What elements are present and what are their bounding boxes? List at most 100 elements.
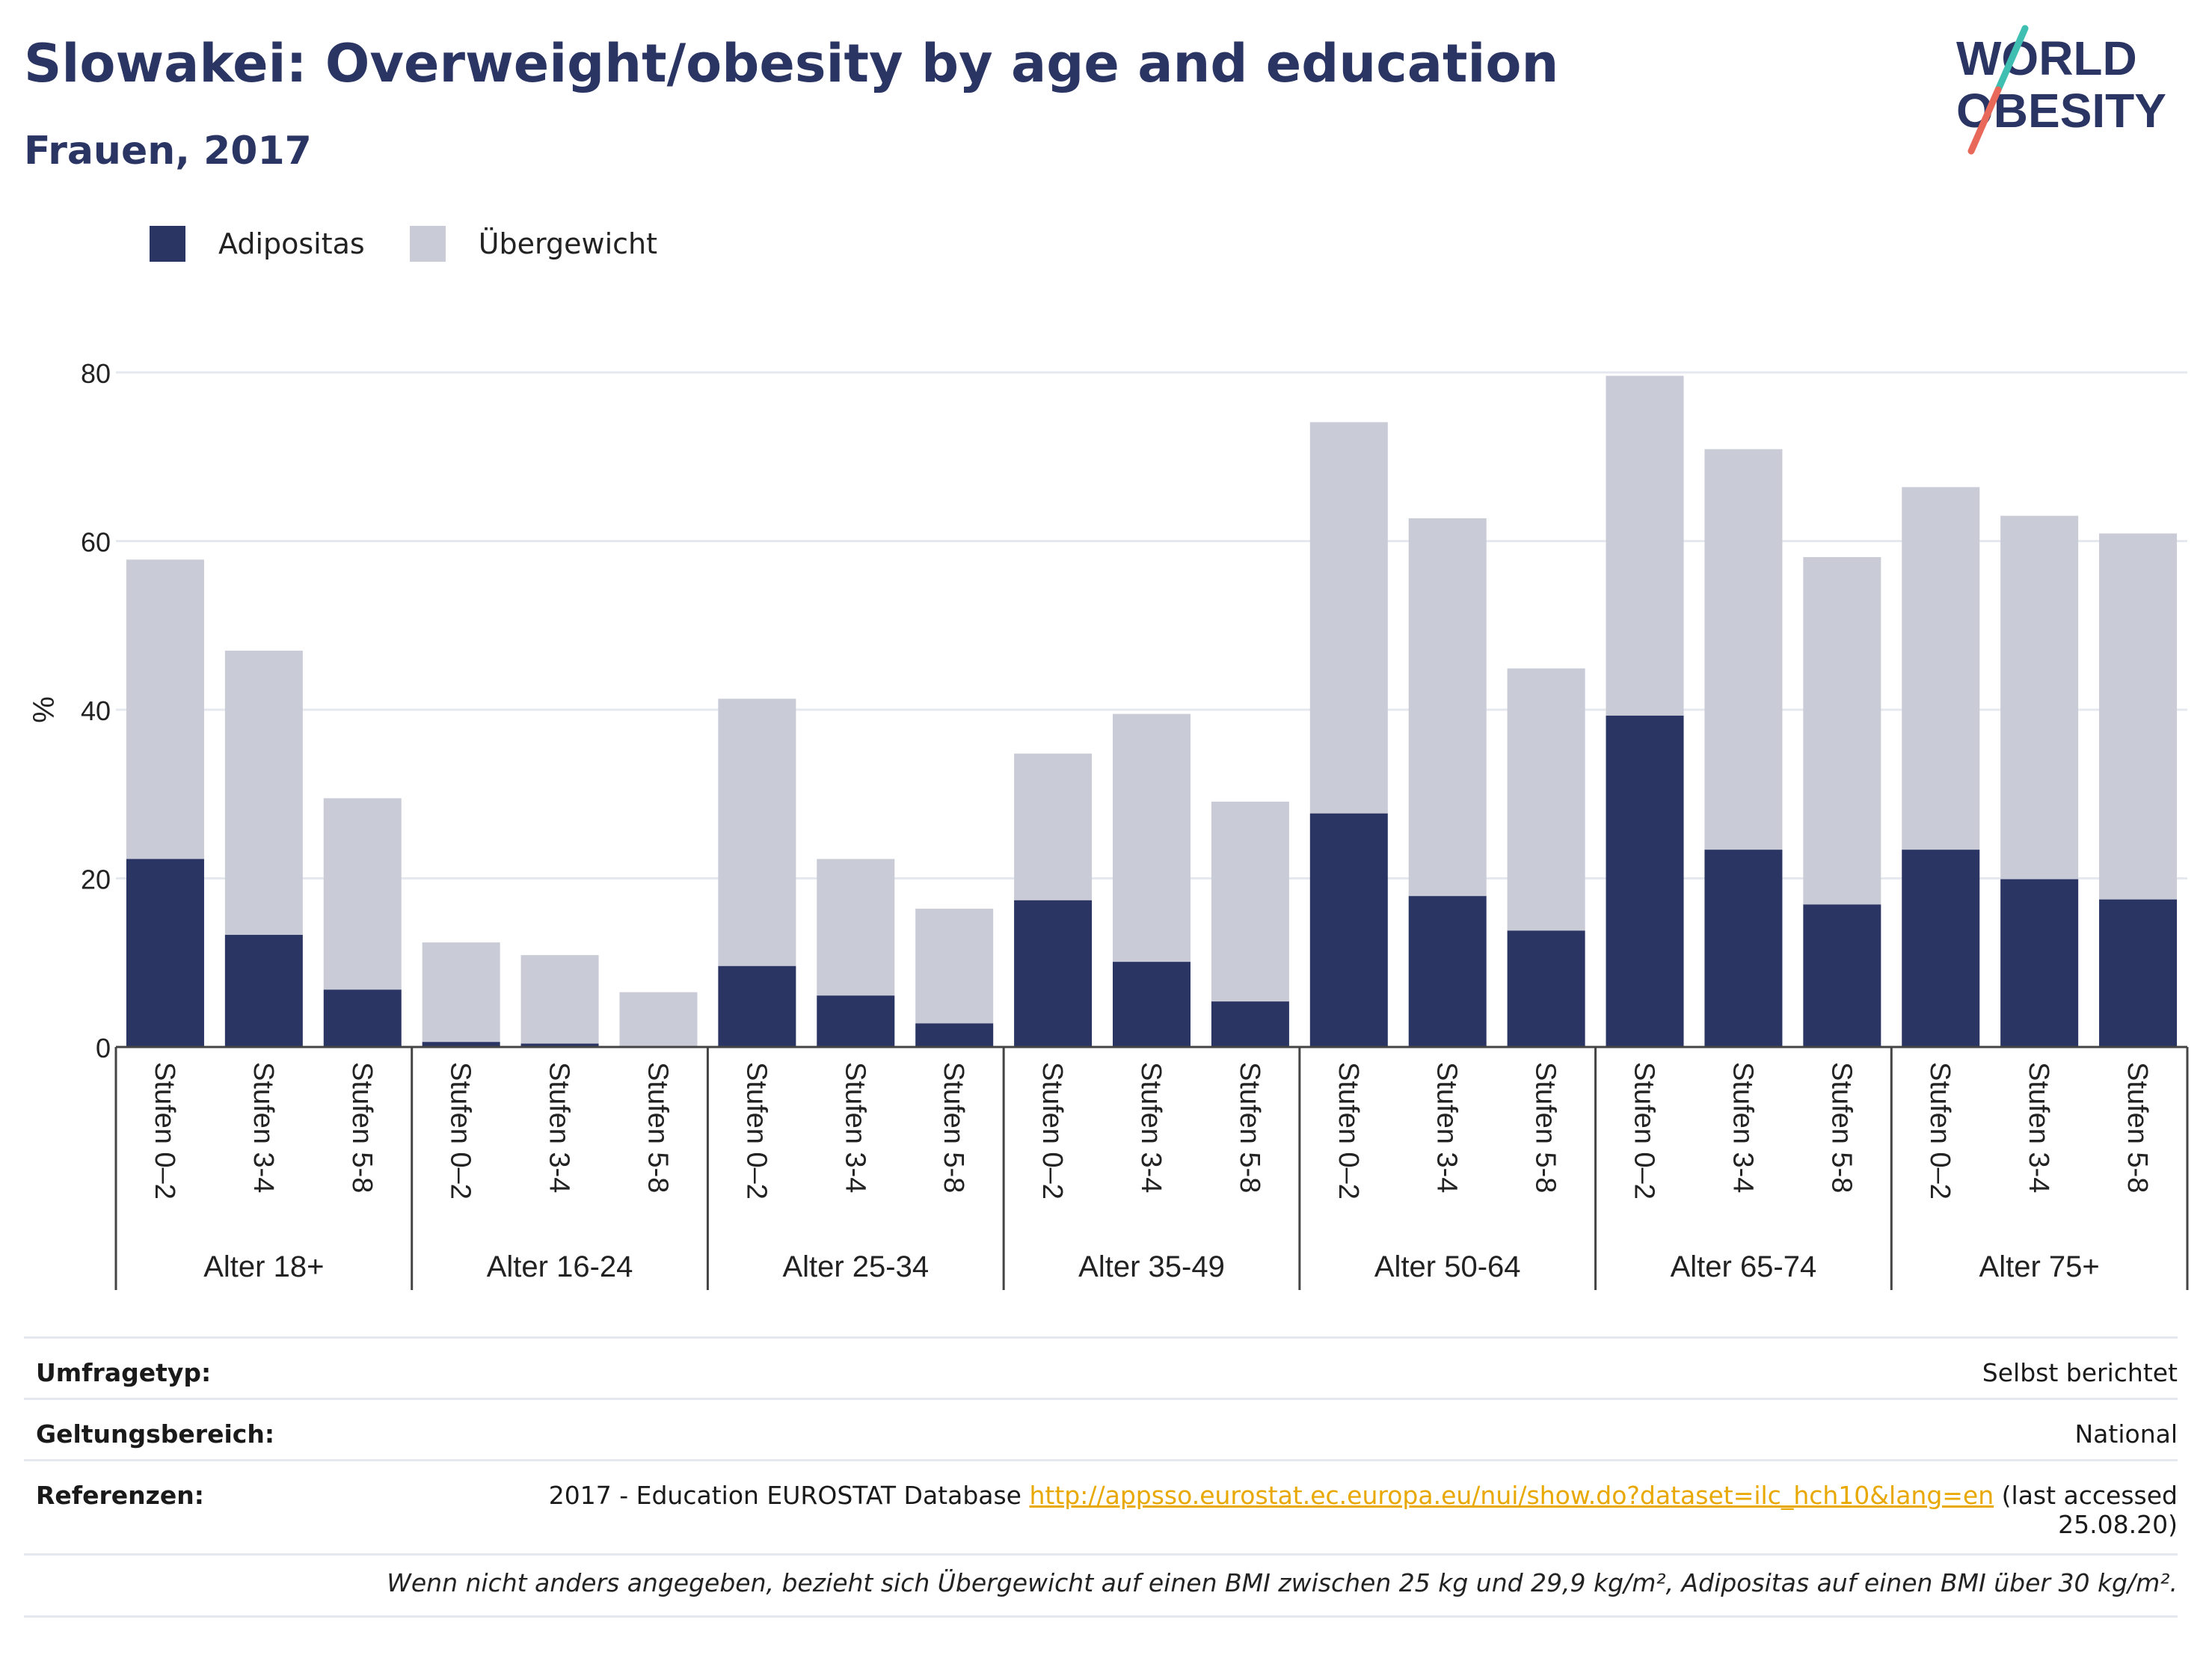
x-tick-label: Stufen 0–2 [1924, 1062, 1956, 1200]
bar-uebergewicht [1803, 556, 1881, 905]
logo-text-world: WORLD [1956, 31, 2137, 85]
legend-item-adipositas[interactable]: Adipositas [150, 226, 365, 262]
references-text: 2017 - Education EUROSTAT Database [548, 1481, 1021, 1510]
legend-item-uebergewicht[interactable]: Übergewicht [409, 226, 657, 262]
references-tail: (last accessed [2001, 1481, 2178, 1510]
bar-uebergewicht [323, 798, 402, 990]
bar-adipositas [817, 995, 895, 1047]
x-tick-label: Stufen 0–2 [445, 1062, 476, 1200]
x-tick-label: Stufen 5-8 [1234, 1062, 1265, 1193]
legend-label-adipositas: Adipositas [218, 227, 365, 260]
bar-adipositas [1803, 904, 1881, 1047]
bar-adipositas [2099, 899, 2178, 1047]
bar-uebergewicht [1408, 518, 1487, 897]
x-tick-label: Stufen 3-4 [1135, 1062, 1167, 1193]
x-tick-label: Stufen 5-8 [642, 1062, 673, 1193]
legend-swatch-adipositas [150, 226, 185, 262]
y-tick-label: 60 [81, 527, 111, 558]
group-label: Alter 16-24 [487, 1250, 633, 1283]
meta-row-scope: Geltungsbereich: National [24, 1398, 2178, 1461]
survey-type-value: Selbst berichtet [1982, 1358, 2178, 1387]
x-tick-label: Stufen 0–2 [1333, 1062, 1364, 1200]
bar-uebergewicht [224, 651, 303, 936]
bar-adipositas [1113, 962, 1191, 1047]
group-label: Alter 75+ [1979, 1250, 2100, 1283]
bar-uebergewicht [817, 859, 895, 996]
group-label: Alter 35-49 [1078, 1250, 1225, 1283]
bar-adipositas [915, 1023, 994, 1047]
group-label: Alter 18+ [203, 1250, 324, 1283]
meta-row-survey: Umfragetyp: Selbst berichtet [24, 1336, 2178, 1400]
x-tick-label: Stufen 5-8 [1825, 1062, 1857, 1193]
references-value: 2017 - Education EUROSTAT Database http:… [549, 1481, 2178, 1539]
x-tick-label: Stufen 5-8 [1530, 1062, 1561, 1193]
chart-legend: Adipositas Übergewicht [150, 221, 702, 266]
meta-bottom-divider [24, 1615, 2178, 1618]
meta-divider [24, 1553, 2178, 1556]
bar-adipositas [1606, 715, 1684, 1047]
bar-uebergewicht [126, 559, 204, 859]
x-tick-label: Stufen 0–2 [1036, 1062, 1068, 1200]
bar-uebergewicht [1902, 487, 1980, 850]
x-tick-label: Stufen 5-8 [2122, 1062, 2153, 1193]
bar-uebergewicht [1309, 422, 1388, 814]
x-tick-label: Stufen 3-4 [2023, 1062, 2054, 1193]
group-label: Alter 25-34 [782, 1250, 929, 1283]
bar-adipositas [126, 859, 204, 1047]
bar-uebergewicht [1606, 375, 1684, 716]
bar-adipositas [1507, 930, 1585, 1047]
bar-uebergewicht [2099, 533, 2178, 900]
bar-uebergewicht [1113, 713, 1191, 962]
bar-adipositas [1408, 896, 1487, 1047]
scope-label: Geltungsbereich: [36, 1419, 275, 1449]
references-link[interactable]: http://appsso.eurostat.ec.europa.eu/nui/… [1029, 1481, 1994, 1510]
bar-adipositas [520, 1043, 599, 1047]
bar-adipositas [1014, 900, 1093, 1047]
y-tick-label: 40 [81, 696, 111, 726]
group-label: Alter 65-74 [1671, 1250, 1817, 1283]
bar-adipositas [718, 965, 796, 1047]
x-tick-label: Stufen 3-4 [544, 1062, 575, 1193]
survey-type-label: Umfragetyp: [36, 1358, 212, 1387]
bar-uebergewicht [915, 909, 994, 1024]
x-tick-label: Stufen 3-4 [248, 1062, 279, 1193]
x-tick-label: Stufen 3-4 [1727, 1062, 1758, 1193]
x-tick-label: Stufen 0–2 [149, 1062, 180, 1200]
chart-title: Slowakei: Overweight/obesity by age and … [24, 33, 1559, 94]
logo-slash-coral [1967, 86, 2002, 155]
bar-uebergewicht [718, 698, 796, 966]
x-tick-label: Stufen 5-8 [938, 1062, 969, 1193]
y-tick-label: 0 [96, 1033, 111, 1063]
stacked-bar-chart: 0 20 40 60 80% Stufen 0–2 Stufen 3-4 Stufen 5-8… [28, 358, 2189, 1290]
meta-row-references: Referenzen: 2017 - Education EUROSTAT Da… [24, 1459, 2178, 1556]
logo-slash-teal [1994, 25, 2029, 93]
scope-value: National [2074, 1419, 2178, 1449]
x-tick-label: Stufen 3-4 [1431, 1062, 1463, 1193]
bar-uebergewicht [2000, 515, 2079, 879]
bar-adipositas [1211, 1001, 1289, 1047]
chart-subtitle: Frauen, 2017 [24, 129, 312, 174]
y-axis-label: % [28, 696, 61, 723]
legend-swatch-uebergewicht [409, 226, 446, 262]
bar-uebergewicht [1014, 753, 1093, 900]
y-tick-label: 80 [81, 358, 111, 389]
x-tick-label: Stufen 0–2 [740, 1062, 772, 1200]
x-tick-label: Stufen 0–2 [1629, 1062, 1660, 1200]
bar-adipositas [422, 1042, 500, 1047]
bar-uebergewicht [1507, 668, 1585, 931]
group-label: Alter 50-64 [1374, 1250, 1521, 1283]
bar-adipositas [224, 935, 303, 1047]
x-tick-label: Stufen 5-8 [346, 1062, 378, 1193]
bar-adipositas [323, 989, 402, 1047]
references-date: 25.08.20) [2058, 1510, 2178, 1539]
bar-uebergewicht [520, 955, 599, 1044]
bar-adipositas [1902, 850, 1980, 1047]
bar-uebergewicht [422, 942, 500, 1043]
references-label: Referenzen: [36, 1481, 204, 1510]
bar-adipositas [2000, 879, 2079, 1047]
bar-uebergewicht [1211, 801, 1289, 1002]
bar-uebergewicht [1704, 449, 1783, 850]
y-tick-label: 20 [81, 865, 111, 895]
bar-adipositas [1309, 813, 1388, 1047]
legend-label-uebergewicht: Übergewicht [478, 227, 657, 260]
